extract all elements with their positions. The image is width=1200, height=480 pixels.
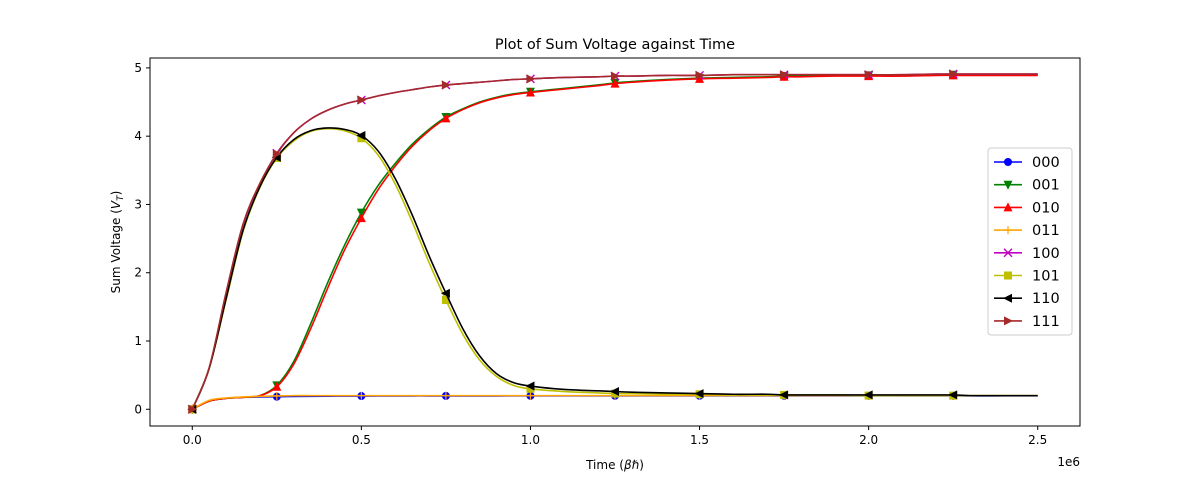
legend-marker — [1004, 271, 1012, 280]
plot-frame — [149, 57, 1081, 427]
data-point-111 — [864, 70, 874, 80]
data-point-010 — [695, 73, 705, 83]
legend-item-110: 110 — [994, 291, 1060, 307]
legend-marker — [1003, 248, 1013, 258]
legend-item-000: 000 — [994, 155, 1060, 171]
data-point-111 — [272, 149, 282, 159]
data-point-010 — [272, 381, 282, 391]
legend-label: 100 — [1032, 246, 1060, 262]
x-tick-label: 0.5 — [352, 433, 371, 447]
y-tick-label: 0 — [134, 402, 142, 416]
data-point-111 — [188, 404, 198, 414]
data-point-110 — [356, 130, 366, 140]
series-line-111 — [191, 73, 1038, 410]
legend-marker — [1003, 180, 1013, 190]
legend-marker — [1004, 158, 1012, 166]
legend-label: 110 — [1032, 291, 1060, 307]
y-tick-label: 5 — [134, 61, 142, 75]
data-point-110 — [779, 390, 789, 400]
data-point-110 — [948, 390, 958, 400]
series-110 — [187, 127, 1038, 414]
chart-title: Plot of Sum Voltage against Time — [495, 37, 735, 53]
data-point-010 — [356, 213, 366, 223]
legend-label: 101 — [1032, 269, 1060, 285]
data-point-110 — [525, 381, 535, 391]
x-axis-offset-text: 1e6 — [1057, 455, 1080, 469]
x-tick-label: 2.0 — [859, 433, 878, 447]
data-point-011 — [357, 391, 366, 400]
legend-marker — [1004, 316, 1013, 326]
y-tick-label: 1 — [134, 334, 142, 348]
data-point-011 — [441, 391, 450, 400]
y-tick-label: 2 — [134, 266, 142, 280]
y-tick-label: 3 — [134, 197, 142, 211]
y-axis-label: Sum Voltage (VT) — [109, 191, 126, 294]
data-point-110 — [863, 390, 873, 400]
legend-label: 000 — [1032, 155, 1060, 171]
data-point-111 — [695, 70, 705, 80]
data-point-101 — [526, 384, 535, 393]
legend-label: 111 — [1032, 314, 1060, 330]
legend-label: 011 — [1032, 223, 1060, 239]
data-point-101 — [441, 296, 450, 305]
series-line-110 — [191, 127, 1038, 410]
x-axis-label: Time (βℏ) — [585, 458, 644, 472]
legend-marker — [1003, 202, 1013, 212]
data-point-111 — [949, 69, 959, 79]
legend-item-101: 101 — [994, 269, 1060, 285]
legend-box — [987, 147, 1073, 336]
data-point-010 — [441, 113, 451, 123]
data-point-110 — [694, 389, 704, 399]
legend-item-001: 001 — [994, 178, 1060, 194]
series-line-010 — [191, 74, 1038, 410]
legend-item-011: 011 — [994, 223, 1060, 239]
legend-item-010: 010 — [994, 200, 1060, 216]
data-point-111 — [526, 74, 536, 84]
y-tick-label: 4 — [134, 129, 142, 143]
legend-label: 001 — [1032, 178, 1060, 194]
legend-marker — [1003, 293, 1012, 303]
legend: 000 001 010 011 100 101 110 111 — [987, 147, 1073, 336]
data-point-010 — [610, 78, 620, 88]
x-tick-label: 2.5 — [1028, 433, 1047, 447]
data-point-011 — [526, 391, 535, 400]
data-point-011 — [272, 391, 281, 400]
data-point-101 — [357, 134, 366, 143]
data-point-111 — [780, 70, 790, 80]
legend-marker — [1004, 226, 1012, 235]
legend-label: 010 — [1032, 200, 1060, 216]
series-111 — [188, 69, 1038, 414]
data-point-111 — [611, 71, 620, 81]
x-tick-label: 0.0 — [183, 433, 202, 447]
data-point-110 — [440, 288, 450, 298]
x-tick-label: 1.0 — [521, 433, 540, 447]
data-point-111 — [441, 80, 451, 90]
data-point-110 — [610, 387, 619, 397]
data-point-111 — [357, 95, 367, 105]
legend-item-100: 100 — [994, 246, 1060, 262]
x-tick-label: 1.5 — [690, 433, 709, 447]
legend-item-111: 111 — [994, 314, 1060, 330]
data-point-010 — [525, 87, 535, 97]
